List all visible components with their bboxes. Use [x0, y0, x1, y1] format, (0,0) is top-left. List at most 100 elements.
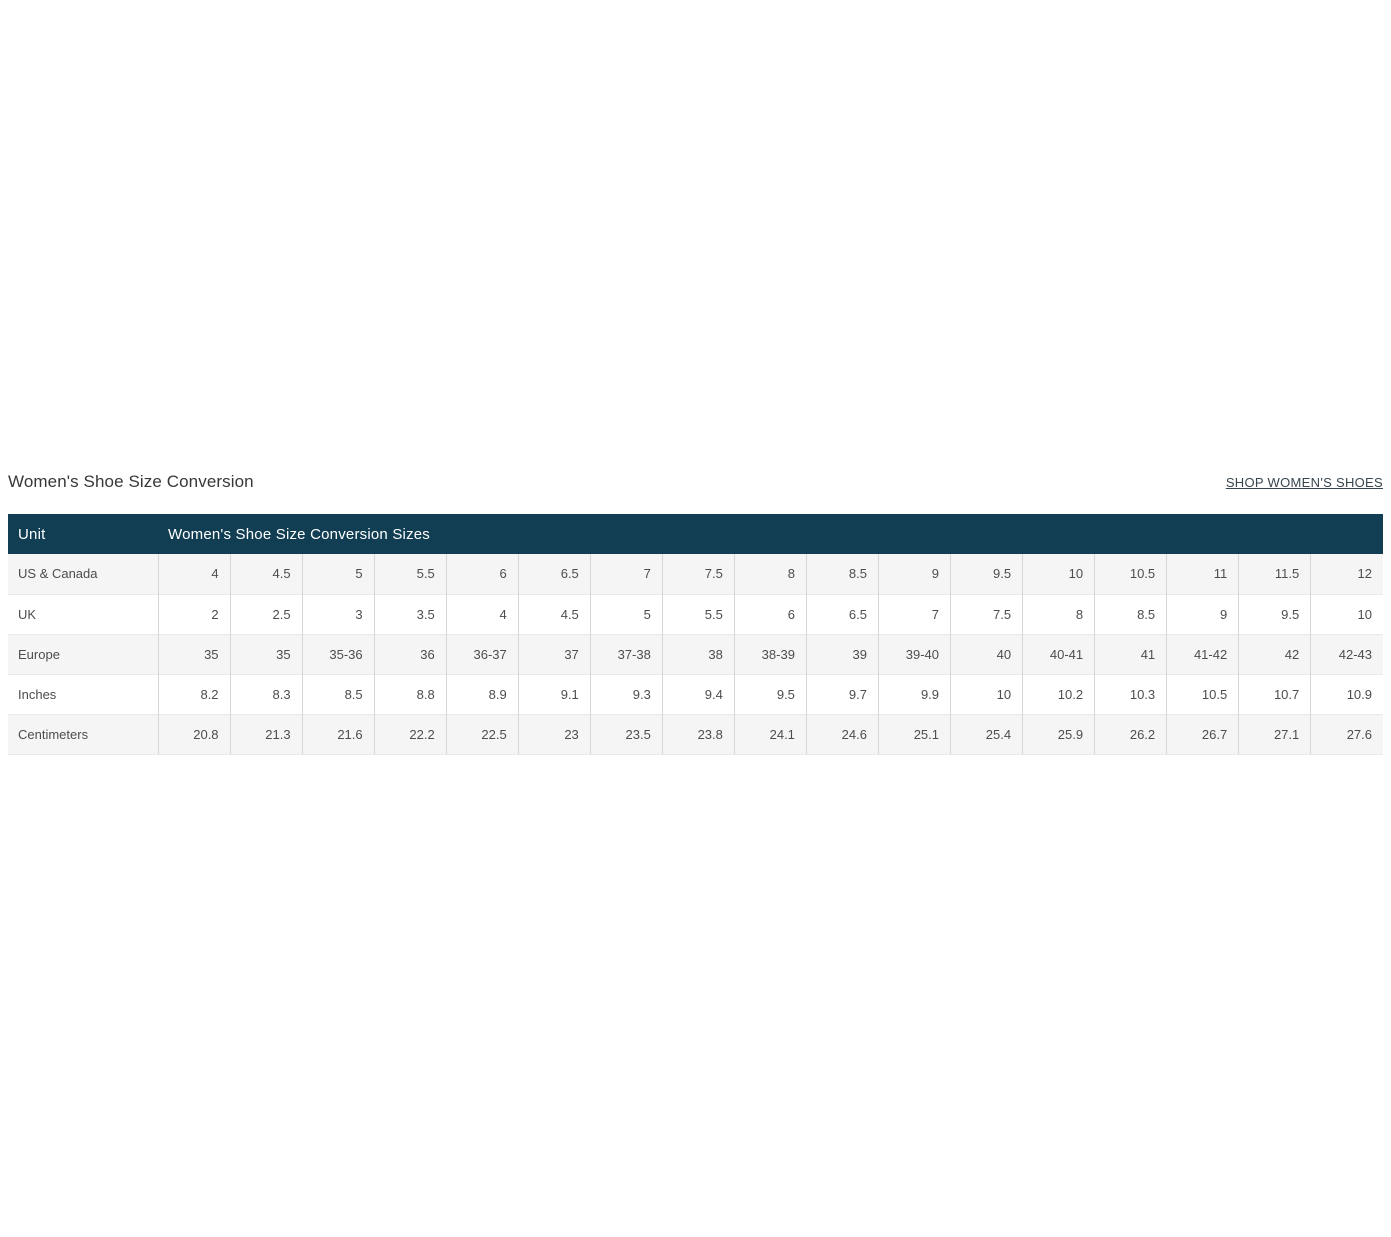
unit-column-header: Unit — [8, 514, 158, 554]
size-cell: 8 — [1022, 593, 1095, 634]
size-cell: 27.6 — [1310, 713, 1383, 755]
table-row: US & Canada 4 4.5 5 5.5 6 6.5 7 7.5 8 8.5 9 9.5 10 10.… — [8, 554, 1383, 594]
size-cell: 4 — [157, 554, 231, 594]
table-row: Europe 35 35 35-36 36 36-37 37 37-38 38 38-39 39 39… — [8, 633, 1383, 674]
size-cell: 41-42 — [1166, 633, 1239, 674]
size-cell: 5.5 — [661, 593, 735, 634]
size-cell: 10.5 — [1094, 554, 1167, 594]
size-cell: 24.6 — [805, 713, 879, 755]
size-cell: 10 — [1310, 593, 1383, 634]
size-cell: 8.5 — [301, 673, 375, 714]
empty-space-above — [8, 8, 1383, 472]
size-cell: 3 — [301, 593, 375, 634]
size-cell: 40 — [950, 633, 1023, 674]
size-cell: 26.2 — [1094, 713, 1167, 755]
size-cell: 8.5 — [1094, 593, 1167, 634]
size-cell: 26.7 — [1166, 713, 1239, 755]
size-cell: 10.3 — [1094, 673, 1167, 714]
size-cell: 9 — [1166, 593, 1239, 634]
size-cell: 12 — [1310, 554, 1383, 594]
size-cell: 11.5 — [1238, 554, 1311, 594]
row-label: Inches — [8, 673, 158, 714]
size-cell: 10 — [950, 673, 1023, 714]
size-cell: 25.1 — [877, 713, 951, 755]
size-cell: 8.9 — [445, 673, 519, 714]
size-cell: 20.8 — [157, 713, 231, 755]
size-cell: 2.5 — [229, 593, 303, 634]
size-cell: 2 — [157, 593, 231, 634]
size-cell: 21.6 — [301, 713, 375, 755]
size-cell: 23.5 — [589, 713, 663, 755]
size-cell: 6 — [445, 554, 519, 594]
size-cell: 9.4 — [661, 673, 735, 714]
size-cell: 4.5 — [517, 593, 591, 634]
size-cell: 9.5 — [1238, 593, 1311, 634]
size-cell: 42 — [1238, 633, 1311, 674]
size-cell: 8.3 — [229, 673, 303, 714]
row-label: US & Canada — [18, 566, 98, 582]
size-cell: 9.1 — [517, 673, 591, 714]
size-cell: 35 — [157, 633, 231, 674]
size-cell: 7 — [877, 593, 951, 634]
size-cell: 9.7 — [805, 673, 879, 714]
size-cell: 24.1 — [733, 713, 807, 755]
size-cell: 10.5 — [1166, 673, 1239, 714]
size-cell: 39-40 — [877, 633, 951, 674]
size-cell: 6.5 — [805, 593, 879, 634]
empty-space-below — [8, 755, 1383, 1215]
size-cell: 22.5 — [445, 713, 519, 755]
size-cell: 36-37 — [445, 633, 519, 674]
size-cell: 25.9 — [1022, 713, 1095, 755]
size-cell: 9.3 — [589, 673, 663, 714]
size-cell: 9.9 — [877, 673, 951, 714]
size-cell: 11 — [1166, 554, 1239, 594]
table-row: Centimeters 20.8 21.3 21.6 22.2 22.5 23 23.5 23.… — [8, 713, 1383, 755]
size-cell: 25.4 — [950, 713, 1023, 755]
table-header-row: Unit Women's Shoe Size Conversion Sizes — [8, 514, 1383, 554]
page-title: Women's Shoe Size Conversion — [8, 472, 254, 491]
size-cell: 5 — [589, 593, 663, 634]
size-cell: 10 — [1022, 554, 1095, 594]
size-cell: 8.8 — [373, 673, 447, 714]
size-cell: 5 — [301, 554, 375, 594]
size-cell: 10.9 — [1310, 673, 1383, 714]
size-cell: 5.5 — [373, 554, 447, 594]
size-cell: 9 — [877, 554, 951, 594]
size-cell: 36 — [373, 633, 447, 674]
size-cell: 23.8 — [661, 713, 735, 755]
size-cell: 37-38 — [589, 633, 663, 674]
sizes-column-header: Women's Shoe Size Conversion Sizes — [158, 514, 1383, 554]
size-cell: 7.5 — [661, 554, 735, 594]
size-cell: 7 — [589, 554, 663, 594]
size-cell: 21.3 — [229, 713, 303, 755]
size-cell: 3.5 — [373, 593, 447, 634]
size-cell: 39 — [805, 633, 879, 674]
table-row: Inches 8.2 8.3 8.5 8.8 8.9 9.1 9.3 9.4 9.5 9.7 9.9 1… — [8, 673, 1383, 714]
size-cell: 10.2 — [1022, 673, 1095, 714]
size-cell: 38 — [661, 633, 735, 674]
size-cell: 40-41 — [1022, 633, 1095, 674]
size-cell: 42-43 — [1310, 633, 1383, 674]
size-cell: 6.5 — [517, 554, 591, 594]
size-cell: 8 — [733, 554, 807, 594]
size-cell: 4.5 — [229, 554, 303, 594]
size-cell: 37 — [517, 633, 591, 674]
size-cell: 27.1 — [1238, 713, 1311, 755]
size-cell: 35-36 — [301, 633, 375, 674]
size-conversion-table: Unit Women's Shoe Size Conversion Sizes … — [8, 514, 1383, 755]
size-cell: 8.2 — [157, 673, 231, 714]
table-body: US & Canada 4 4.5 5 5.5 6 6.5 7 7.5 8 8.5 9 9.5 10 10.… — [8, 554, 1383, 755]
size-cell: 7.5 — [950, 593, 1023, 634]
size-cell: 4 — [445, 593, 519, 634]
size-cell: 38-39 — [733, 633, 807, 674]
size-cell: 41 — [1094, 633, 1167, 674]
shop-womens-shoes-link[interactable]: SHOP WOMEN'S SHOES — [1225, 475, 1383, 490]
section-heading-row: Women's Shoe Size Conversion SHOP WOMEN'… — [8, 472, 1383, 492]
row-label: UK — [8, 593, 158, 634]
size-cell: 9.5 — [733, 673, 807, 714]
size-cell: 35 — [229, 633, 303, 674]
size-cell: 8.5 — [805, 554, 879, 594]
size-cell: 10.7 — [1238, 673, 1311, 714]
row-label: Europe — [8, 633, 158, 674]
size-cell: 23 — [517, 713, 591, 755]
